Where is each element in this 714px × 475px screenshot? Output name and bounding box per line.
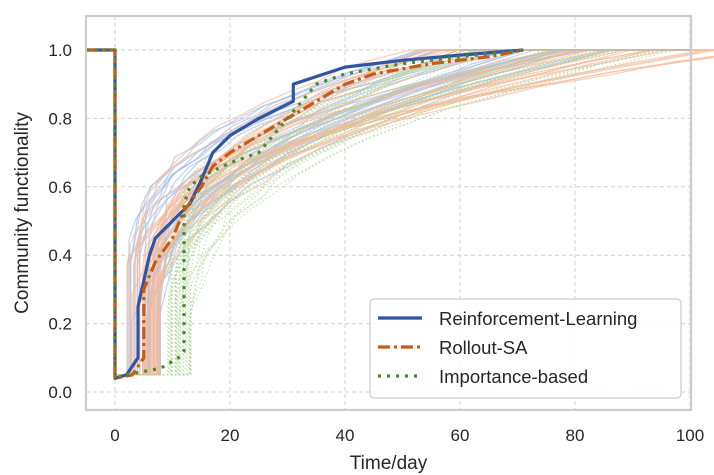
y-tick-label: 0.2 (48, 315, 72, 334)
sample-trajectory-rl (115, 49, 690, 376)
legend-label-rollout-sa: Rollout-SA (439, 337, 528, 358)
sample-trajectory-importance (115, 49, 690, 376)
sample-trajectory-importance (115, 49, 690, 376)
y-tick-label: 0.4 (48, 246, 72, 265)
y-tick-label: 0.0 (48, 383, 72, 402)
y-axis-label: Community functionality (12, 112, 33, 314)
sample-trajectory-importance (115, 49, 690, 376)
legend-label-reinforcement-learning: Reinforcement-Learning (439, 308, 637, 329)
x-tick-label: 80 (566, 426, 585, 445)
sample-trajectory-rl (115, 49, 690, 376)
x-tick-label: 100 (676, 426, 704, 445)
sample-trajectory-rollout-sa (115, 49, 690, 376)
main-line-rollout-sa (86, 48, 524, 380)
sample-trajectory-rollout-sa (115, 49, 690, 376)
sample-trajectory-importance (115, 49, 690, 376)
sample-trajectory-importance (115, 49, 690, 376)
sample-trajectory-importance (115, 49, 690, 376)
y-tick-label: 1.0 (48, 41, 72, 60)
sample-trajectory-importance (115, 49, 690, 376)
legend-label-importance-based: Importance-based (439, 366, 588, 387)
x-axis-label: Time/day (350, 453, 428, 474)
plot-frame (84, 14, 693, 412)
sample-trajectory-importance (115, 49, 690, 376)
sample-trajectory-importance (115, 49, 690, 376)
sample-trajectory-importance (115, 49, 690, 376)
sample-trajectory-importance (115, 49, 690, 376)
legend-box (369, 298, 682, 399)
x-axis-ticks: 0 20 40 60 80 100 (110, 426, 704, 445)
sample-trajectory-rollout-sa (115, 49, 690, 376)
main-line-reinforcement-learning (86, 48, 524, 380)
x-tick-label: 40 (336, 426, 355, 445)
legend: Reinforcement-Learning Rollout-SA Import… (369, 298, 682, 399)
y-tick-label: 0.6 (48, 178, 72, 197)
x-tick-label: 60 (451, 426, 470, 445)
sample-trajectory-importance (115, 49, 690, 376)
sample-trajectory-rl (115, 49, 690, 376)
sample-trajectory-importance (115, 49, 690, 376)
sample-trajectory-importance (115, 49, 690, 376)
x-tick-label: 0 (110, 426, 119, 445)
sample-trajectory-rollout-sa (115, 49, 690, 376)
mean-trajectories (86, 48, 524, 380)
sample-trajectory-importance (115, 49, 690, 376)
sample-trajectory-importance (115, 49, 690, 376)
sample-trajectory-rl (115, 49, 690, 376)
x-tick-label: 20 (221, 426, 240, 445)
sample-trajectory-importance (115, 49, 690, 376)
y-axis-ticks: 0.0 0.2 0.4 0.6 0.8 1.0 (48, 41, 72, 402)
y-tick-label: 0.8 (48, 109, 72, 128)
